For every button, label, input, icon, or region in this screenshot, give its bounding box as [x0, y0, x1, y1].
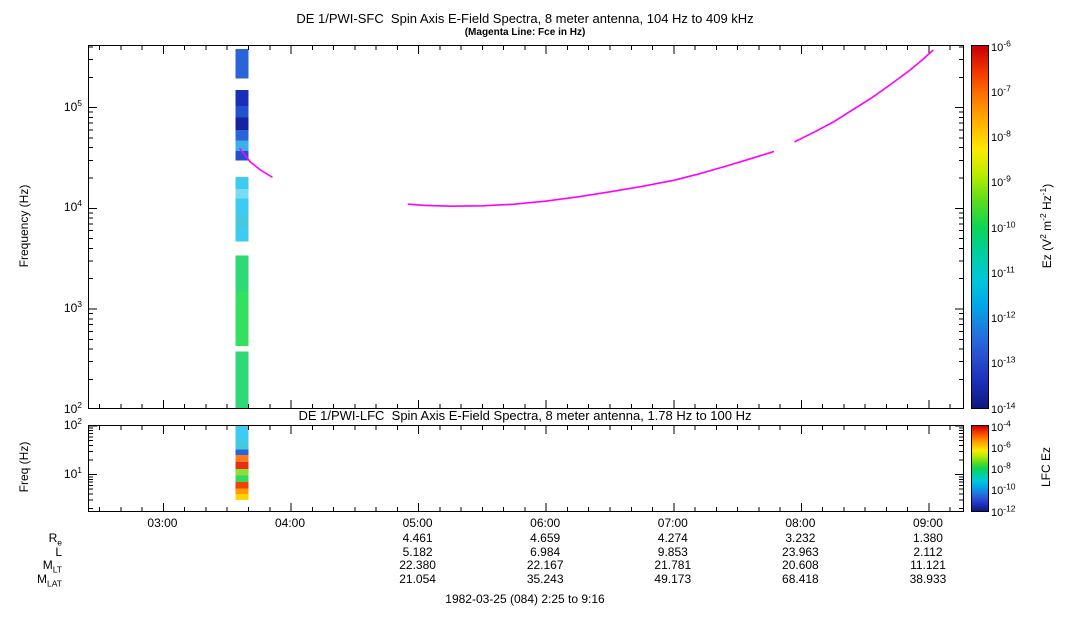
sfc-spectrogram-stripe-segment [235, 89, 249, 106]
lfc-spectrogram-stripe-segment [235, 441, 249, 450]
fce-line [794, 49, 934, 143]
sfc-y-tick-label: 102 [63, 399, 82, 416]
ephemeris-value: 2.112 [913, 544, 943, 559]
ephemeris-row-label-re: Re [48, 531, 62, 548]
ephemeris-value: 21.781 [654, 558, 692, 572]
lfc-spectrogram-stripe-segment [235, 475, 249, 483]
sfc-yaxis-label: Frequency (Hz) [17, 184, 31, 268]
lfc-spectrogram-stripe-segment [235, 482, 249, 489]
ephemeris-row-label-l: L [55, 544, 62, 559]
sfc-spectrogram-stripe-segment [235, 351, 249, 408]
sfc-spectrogram-stripe-segment [235, 189, 249, 199]
sfc-colorbar-tick-label: 10-6 [991, 38, 1011, 54]
ephemeris-value: 6.984 [530, 544, 561, 559]
lfc-colorbar-tick-label: 10-10 [991, 481, 1016, 498]
sfc-spectrogram-stripe-segment [235, 291, 249, 346]
sfc-colorbar-tick-label: 10-10 [991, 219, 1016, 235]
lfc-panel-title: DE 1/PWI-LFC Spin Axis E-Field Spectra, … [298, 408, 752, 423]
lfc-spectrogram-stripe-segment [235, 493, 249, 500]
sfc-colorbar-tick-label: 10-8 [991, 128, 1011, 145]
sfc-colorbar-tick-label: 10-13 [991, 354, 1016, 371]
ephemeris-value: 38.933 [909, 571, 947, 586]
ephemeris-value: 4.461 [402, 531, 433, 545]
lfc-spectrogram-stripe-segment [235, 455, 249, 463]
sfc-y-tick-label: 104 [63, 198, 82, 215]
ephemeris-value: 4.274 [657, 531, 688, 545]
lfc-colorbar [971, 425, 989, 512]
sfc-colorbar-tick-label: 10-11 [991, 264, 1015, 280]
sfc-y-tick-label: 105 [63, 97, 82, 114]
sfc-spectrogram-stripe-segment [235, 129, 249, 141]
sfc-y-tick-label: 103 [63, 299, 82, 316]
sfc-spectrogram-stripe-segment [235, 215, 249, 230]
x-tick-label: 06:00 [530, 516, 561, 530]
sfc-spectrogram-stripe-segment [235, 140, 249, 152]
lfc-y-tick-label: 101 [63, 464, 82, 481]
ephemeris-value: 11.121 [910, 558, 946, 572]
sfc-panel-subtitle: (Magenta Line: Fce in Hz) [464, 27, 586, 38]
ephemeris-value: 1.380 [912, 531, 943, 545]
ephemeris-value: 23.963 [782, 544, 819, 559]
sfc-spectrogram-stripe-segment [235, 229, 249, 242]
lfc-y-tick-label: 102 [63, 416, 82, 432]
ephemeris-row-label-mlt: MLT [42, 558, 62, 575]
ephemeris-value: 21.054 [399, 571, 436, 586]
sfc-colorbar [971, 45, 989, 409]
x-tick-label: 05:00 [402, 516, 433, 530]
lfc-spectrogram-stripe-segment [235, 462, 249, 470]
time-range-caption: 1982-03-25 (084) 2:25 to 9:16 [445, 592, 605, 606]
ephemeris-value: 68.418 [782, 571, 819, 586]
sfc-spectrogram-stripe-segment [235, 151, 249, 161]
ephemeris-row-label-mlat: MLAT [37, 571, 62, 588]
lfc-spectrogram-stripe-segment [235, 488, 249, 494]
lfc-spectrogram-stripe-segment [235, 449, 249, 456]
x-tick-label: 03:00 [147, 516, 178, 530]
lfc-yaxis-label: Freq (Hz) [17, 441, 31, 493]
sfc-colorbar-tick-label: 10-12 [991, 309, 1016, 326]
sfc-panel-title: DE 1/PWI-SFC Spin Axis E-Field Spectra, … [296, 11, 754, 26]
ephemeris-value: 20.608 [782, 558, 819, 572]
lfc-colorbar-tick-label: 10-4 [991, 418, 1011, 434]
ephemeris-value: 9.853 [657, 544, 688, 559]
sfc-colorbar-tick-label: 10-14 [991, 400, 1016, 416]
x-tick-label: 09:00 [912, 516, 943, 530]
sfc-spectrogram-stripe-segment [235, 49, 249, 79]
sfc-colorbar-unit-label: Ez (V2 m-2 Hz-1) [1038, 183, 1054, 269]
sfc-spectrogram-canvas [89, 46, 963, 408]
sfc-spectrogram-stripe-segment [235, 105, 249, 118]
lfc-colorbar-tick-label: 10-6 [991, 439, 1011, 455]
sfc-colorbar-tick-label: 10-7 [991, 83, 1011, 99]
sfc-colorbar-tick-label: 10-9 [991, 173, 1011, 190]
sfc-spectrogram-stripe-segment [235, 176, 249, 190]
ephemeris-value: 22.167 [526, 558, 564, 572]
sfc-spectrogram-plot [88, 45, 964, 409]
sfc-spectrogram-stripe-segment [235, 255, 249, 292]
ephemeris-value: 3.232 [785, 531, 816, 545]
ephemeris-value: 49.173 [654, 571, 692, 586]
lfc-spectrogram-canvas [89, 426, 963, 511]
x-tick-label: 04:00 [274, 516, 306, 530]
ephemeris-value: 4.659 [530, 531, 561, 545]
lfc-colorbar-unit-label: LFC Ez [1039, 446, 1053, 488]
fce-line [407, 150, 775, 208]
ephemeris-value: 22.380 [399, 558, 436, 572]
ephemeris-value: 35.243 [526, 571, 564, 586]
x-tick-label: 07:00 [657, 516, 688, 530]
lfc-spectrogram-stripe-segment [235, 426, 249, 442]
lfc-colorbar-tick-label: 10-12 [991, 503, 1016, 519]
ephemeris-value: 5.182 [402, 544, 433, 559]
x-tick-label: 08:00 [785, 516, 816, 530]
lfc-spectrogram-plot [88, 425, 964, 512]
sfc-spectrogram-stripe-segment [235, 198, 249, 216]
sfc-spectrogram-stripe-segment [235, 117, 249, 130]
lfc-spectrogram-stripe-segment [235, 469, 249, 476]
fce-line [239, 148, 273, 178]
lfc-colorbar-tick-label: 10-8 [991, 460, 1011, 477]
